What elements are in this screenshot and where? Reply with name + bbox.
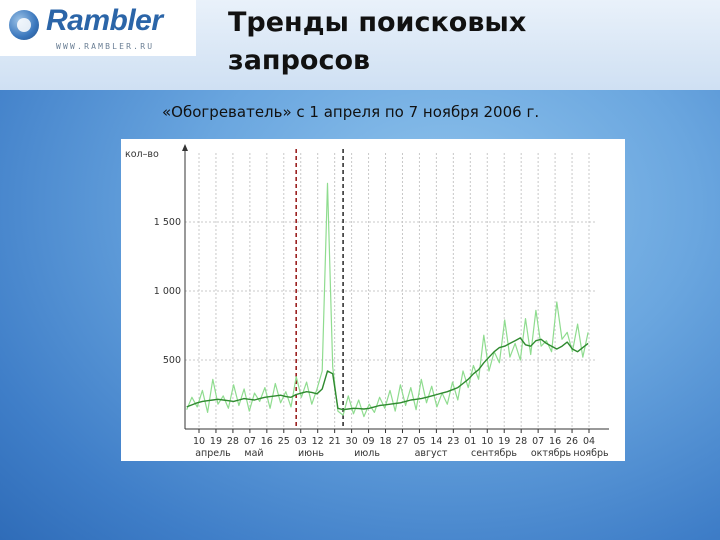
chart-panel: 500 1 000 1 500 кол–во 10 19 28 07 16 25 03 12 21 30 0… xyxy=(121,139,625,461)
x-month-label: ноябрь xyxy=(573,448,609,459)
x-tick-label: 26 xyxy=(566,436,578,447)
x-month-label: июль xyxy=(354,448,380,459)
x-tick-label: 09 xyxy=(363,436,375,447)
logo-url: WWW.RAMBLER.RU xyxy=(56,42,155,51)
x-tick-label: 21 xyxy=(329,436,341,447)
x-tick-label: 12 xyxy=(312,436,324,447)
x-tick-label: 14 xyxy=(430,436,442,447)
logo-wordmark: Rambler xyxy=(46,4,163,37)
x-tick-label: 16 xyxy=(549,436,561,447)
y-tick-label: 1 500 xyxy=(154,217,181,228)
x-tick-label: 07 xyxy=(244,436,256,447)
x-tick-label: 05 xyxy=(413,436,425,447)
x-tick-label: 25 xyxy=(278,436,290,447)
page-title-text: Тренды поисковых запросов xyxy=(228,7,527,76)
x-tick-label: 19 xyxy=(210,436,222,447)
chart-subtitle: «Обогреватель» с 1 апреля по 7 ноября 20… xyxy=(162,103,540,121)
x-month-label: апрель xyxy=(195,448,231,459)
page-title: Тренды поисковых запросов xyxy=(228,4,568,80)
y-tick-label: 500 xyxy=(163,355,181,366)
rambler-logo: Rambler WWW.RAMBLER.RU xyxy=(0,0,196,56)
x-tick-label: 10 xyxy=(193,436,205,447)
x-month-label: октябрь xyxy=(531,448,572,459)
x-tick-label: 10 xyxy=(481,436,493,447)
x-tick-label: 16 xyxy=(261,436,273,447)
x-tick-label: 03 xyxy=(295,436,307,447)
series-line-smoothed xyxy=(186,337,589,411)
x-tick-label: 30 xyxy=(346,436,358,447)
y-axis-arrow xyxy=(182,144,188,151)
x-tick-label: 28 xyxy=(227,436,239,447)
x-tick-label: 19 xyxy=(498,436,510,447)
x-tick-label: 07 xyxy=(532,436,544,447)
logo-icon xyxy=(9,10,39,40)
x-month-label: июнь xyxy=(298,448,324,459)
y-tick-label: 1 000 xyxy=(154,286,181,297)
x-tick-label: 18 xyxy=(379,436,391,447)
x-tick-label: 27 xyxy=(396,436,408,447)
x-month-label: май xyxy=(244,448,263,459)
x-tick-label: 04 xyxy=(583,436,595,447)
x-month-label: август xyxy=(415,448,448,459)
y-axis-label: кол–во xyxy=(125,149,159,160)
series-line-daily xyxy=(186,182,589,418)
x-tick-label: 28 xyxy=(515,436,527,447)
x-tick-label: 23 xyxy=(447,436,459,447)
trend-chart: 500 1 000 1 500 кол–во 10 19 28 07 16 25 03 12 21 30 0… xyxy=(125,144,609,459)
x-tick-label: 01 xyxy=(464,436,476,447)
x-month-label: сентябрь xyxy=(471,448,517,459)
